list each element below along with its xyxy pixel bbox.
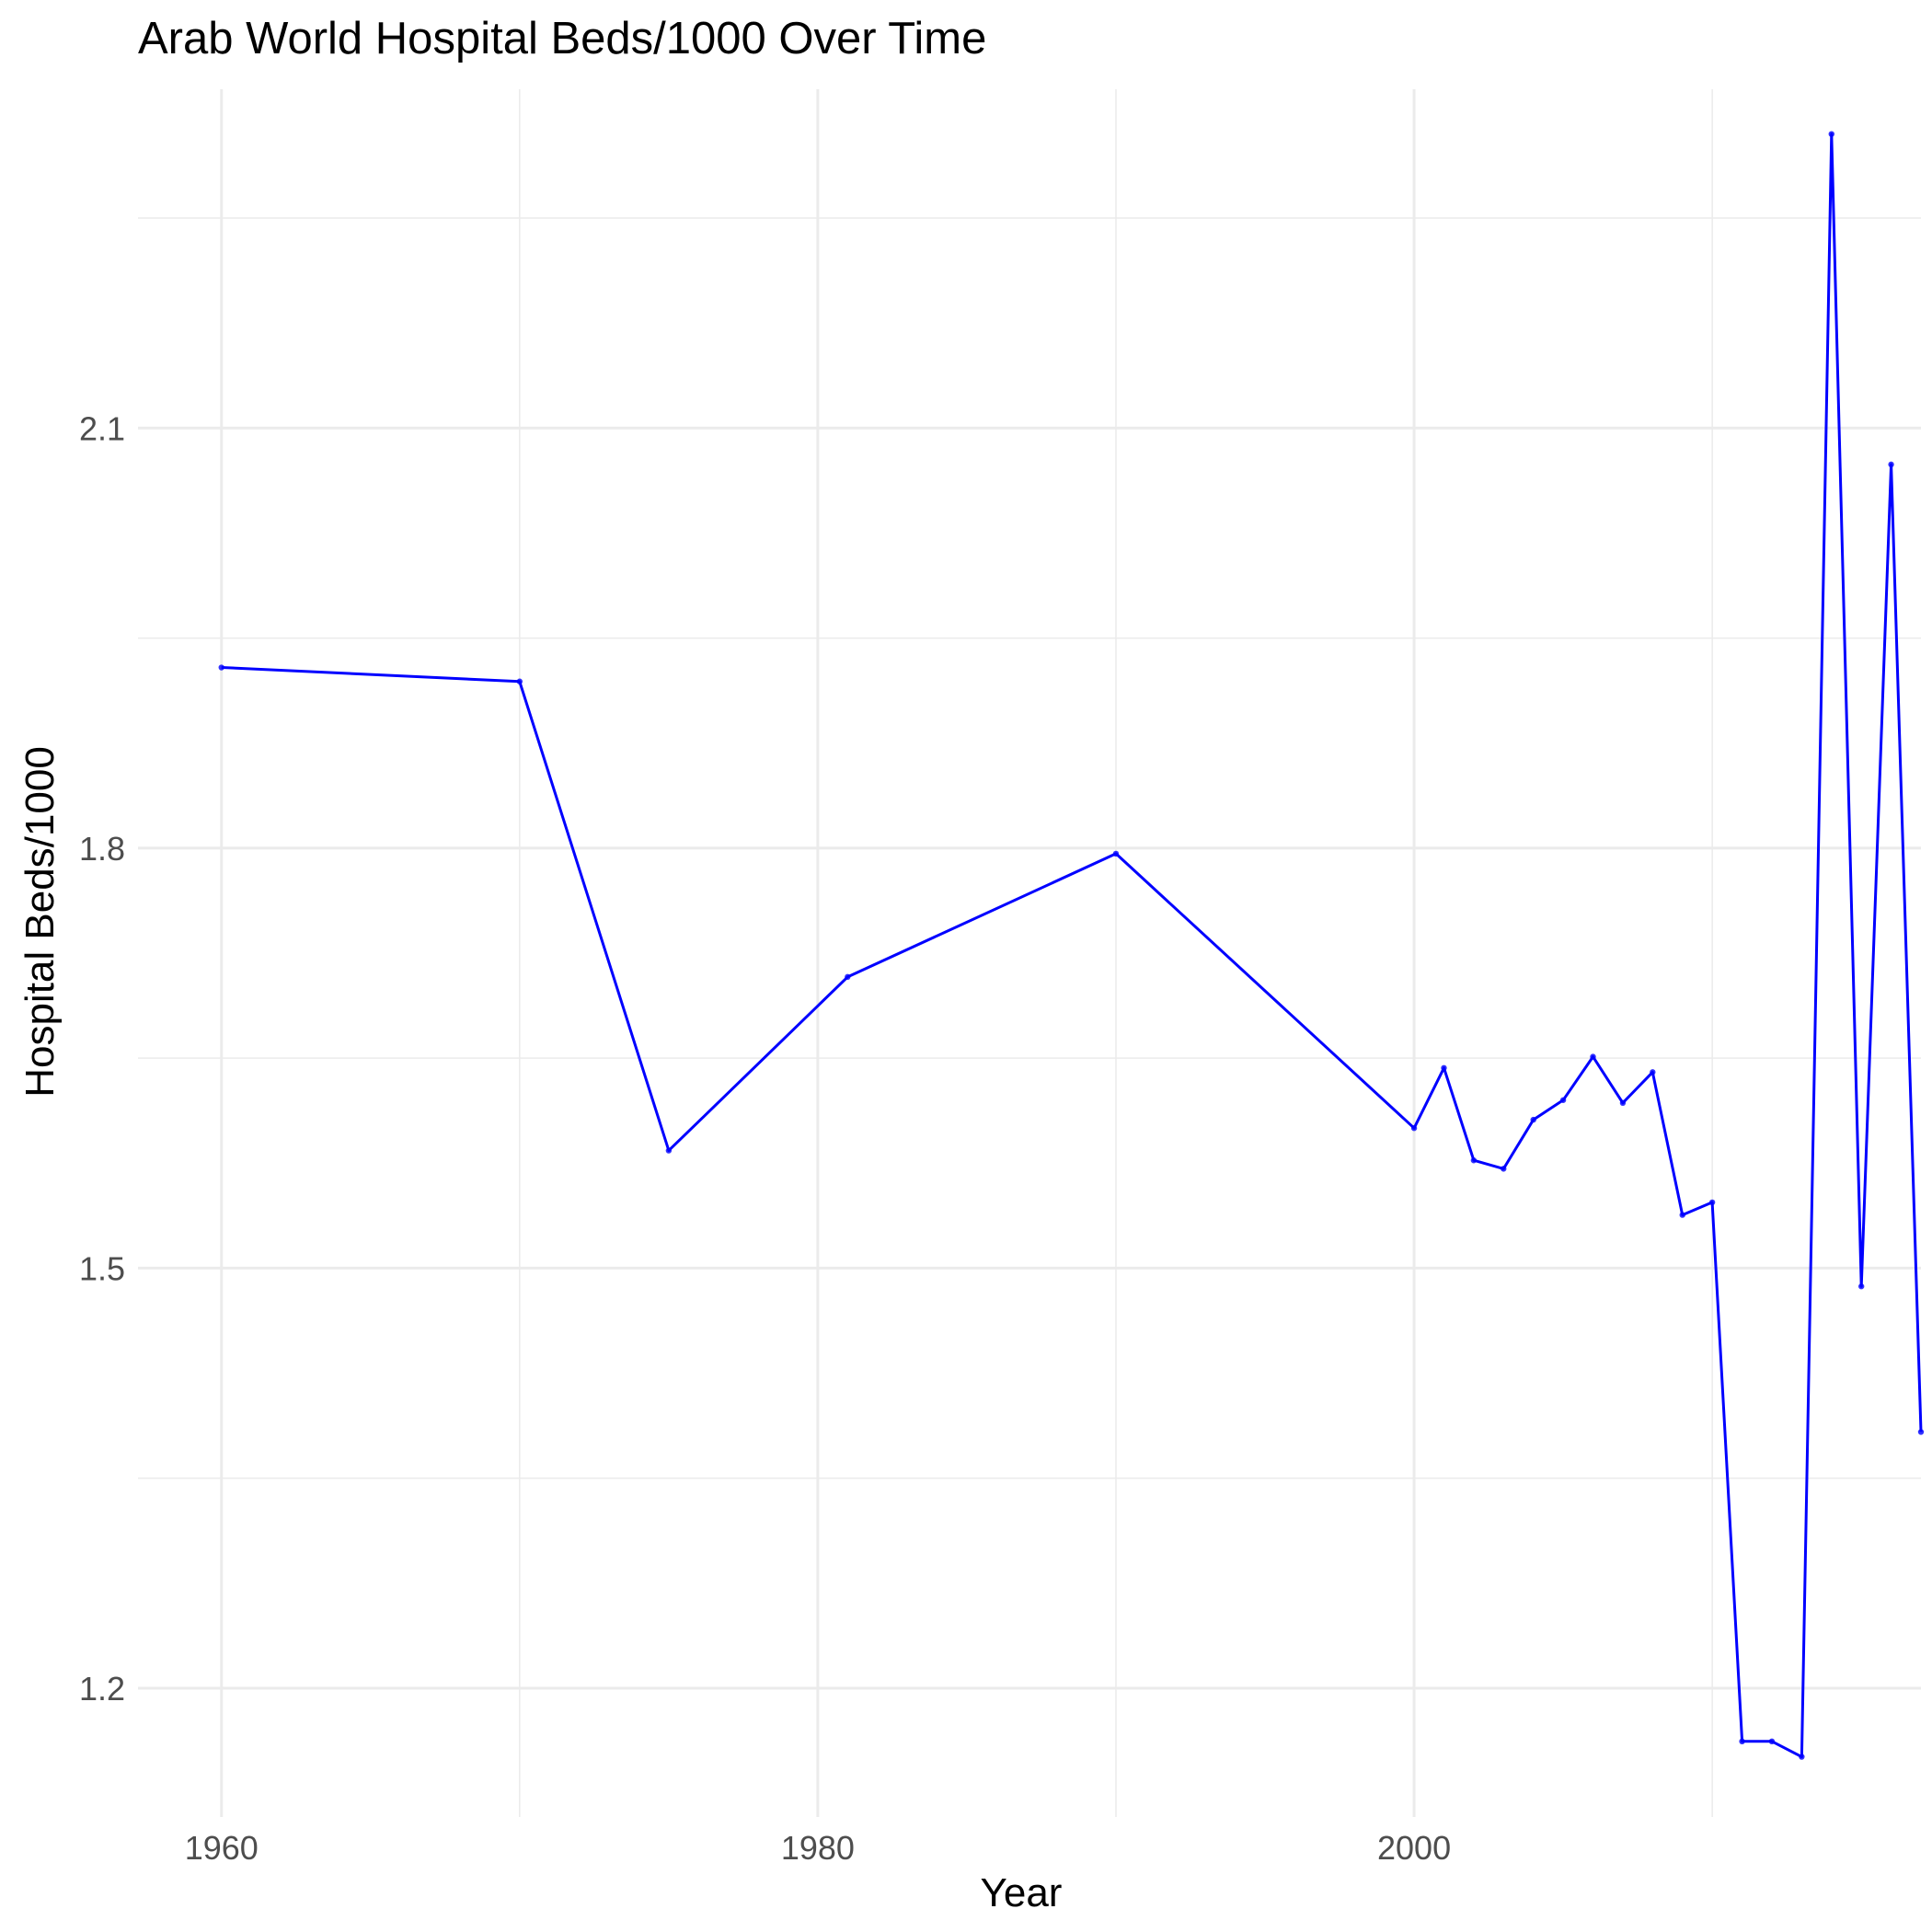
data-point (1112, 850, 1120, 857)
data-point (218, 664, 224, 671)
data-point (1679, 1212, 1685, 1218)
data-point (845, 973, 851, 981)
data-point (1470, 1157, 1478, 1164)
data-point (1441, 1064, 1447, 1071)
tick-labels: 1960 1980 2000 1.2 1.5 1.8 2.1 (79, 409, 1451, 1867)
minor-gridlines (138, 89, 1921, 1817)
y-tick-label: 1.2 (79, 1670, 125, 1708)
data-point (1410, 1125, 1418, 1132)
data-point (665, 1147, 673, 1154)
x-tick-label: 1960 (185, 1829, 259, 1867)
data-point (1857, 1283, 1865, 1290)
data-point (1530, 1116, 1536, 1123)
major-gridlines (138, 89, 1921, 1817)
y-tick-label: 2.1 (79, 409, 125, 447)
x-axis-label: Year (980, 1870, 1063, 1915)
data-point (1768, 1738, 1776, 1745)
x-tick-label: 1980 (781, 1829, 855, 1867)
data-point (1888, 461, 1894, 468)
y-tick-label: 1.5 (79, 1249, 125, 1287)
data-point (1739, 1738, 1745, 1745)
y-tick-label: 1.8 (79, 830, 125, 868)
data-point (1917, 1429, 1925, 1435)
data-point (1501, 1166, 1507, 1172)
data-point (1799, 1754, 1805, 1760)
data-series (218, 131, 1925, 1760)
data-point (1590, 1053, 1596, 1060)
data-point (1619, 1099, 1627, 1107)
data-point (1650, 1069, 1656, 1075)
chart-title: Arab World Hospital Beds/1000 Over Time (138, 14, 987, 63)
data-point (1559, 1097, 1567, 1103)
data-point (516, 678, 523, 684)
data-point (1828, 131, 1834, 137)
series-line (221, 132, 1923, 1759)
x-tick-label: 2000 (1377, 1829, 1451, 1867)
data-point (1708, 1199, 1716, 1206)
